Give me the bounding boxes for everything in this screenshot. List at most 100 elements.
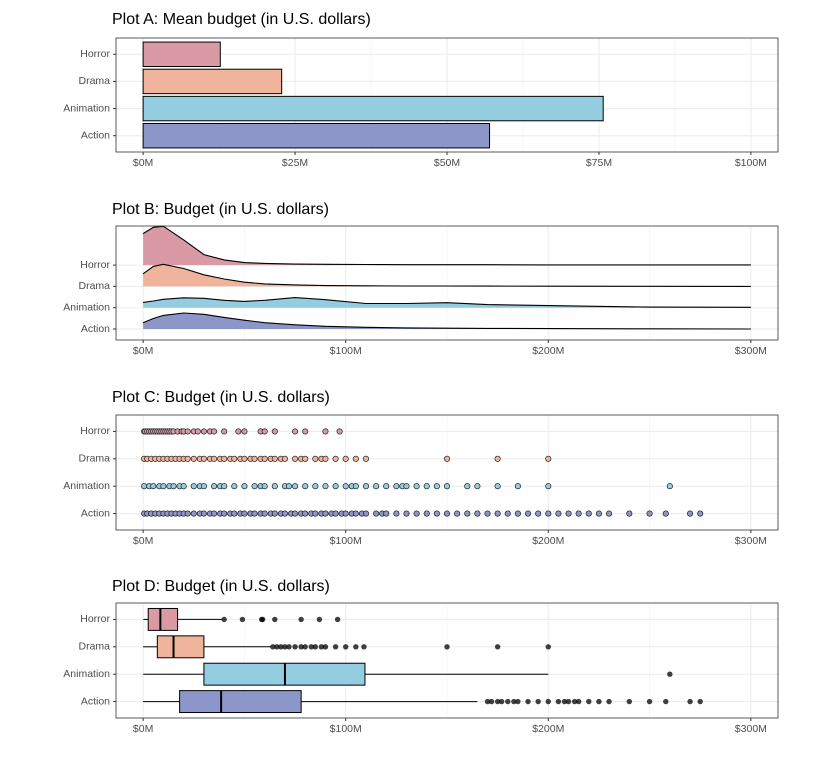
point bbox=[373, 483, 380, 490]
point bbox=[221, 510, 228, 517]
x-tick-label: $100M bbox=[330, 535, 362, 547]
point bbox=[200, 428, 207, 435]
point bbox=[565, 510, 572, 517]
panel-border bbox=[115, 602, 779, 719]
point bbox=[302, 455, 309, 462]
point bbox=[464, 510, 471, 517]
point bbox=[190, 510, 197, 517]
point bbox=[524, 510, 532, 517]
point bbox=[241, 455, 248, 462]
point bbox=[494, 510, 501, 517]
point bbox=[352, 510, 359, 517]
point bbox=[312, 455, 319, 462]
point bbox=[150, 483, 157, 490]
point bbox=[261, 455, 268, 462]
point bbox=[241, 510, 248, 517]
x-tick-label: $200M bbox=[532, 535, 564, 547]
point bbox=[251, 483, 258, 490]
y-tick-label: Action bbox=[81, 507, 110, 519]
outlier bbox=[667, 671, 673, 677]
plot-title: Plot A: Mean budget (in U.S. dollars) bbox=[112, 11, 371, 28]
point bbox=[322, 483, 329, 490]
y-tick-label: Drama bbox=[78, 280, 110, 292]
outlier bbox=[586, 698, 592, 705]
plot-title: Plot D: Budget (in U.S. dollars) bbox=[112, 578, 330, 595]
bar bbox=[142, 123, 491, 149]
bar bbox=[142, 68, 283, 95]
point bbox=[292, 483, 299, 490]
point bbox=[383, 483, 390, 490]
x-tick-label: $300M bbox=[735, 535, 767, 547]
outlier bbox=[498, 698, 505, 705]
point bbox=[362, 510, 370, 517]
point bbox=[383, 510, 390, 517]
outlier bbox=[511, 698, 517, 705]
point bbox=[221, 428, 228, 435]
y-tick-label: Action bbox=[81, 323, 110, 335]
outlier bbox=[361, 644, 367, 650]
x-tick-label: $200M bbox=[532, 345, 564, 357]
y-tick-label: Drama bbox=[78, 453, 110, 465]
point bbox=[352, 455, 359, 462]
point bbox=[332, 483, 339, 490]
x-tick-label: $100M bbox=[735, 157, 767, 169]
x-tick-label: $200M bbox=[532, 723, 564, 735]
y-tick-label: Action bbox=[81, 695, 110, 707]
outlier bbox=[278, 644, 284, 650]
point bbox=[322, 428, 329, 435]
outlier bbox=[488, 698, 495, 705]
point bbox=[221, 455, 228, 462]
outlier bbox=[444, 644, 450, 650]
point bbox=[292, 510, 299, 517]
y-tick-label: Animation bbox=[63, 668, 110, 680]
point bbox=[251, 455, 258, 462]
point bbox=[687, 510, 694, 517]
point bbox=[494, 455, 501, 462]
outlier bbox=[302, 644, 308, 650]
y-tick-label: Drama bbox=[78, 641, 110, 653]
point bbox=[545, 510, 552, 517]
point bbox=[261, 428, 268, 435]
point bbox=[484, 510, 491, 517]
point bbox=[666, 483, 673, 490]
point bbox=[474, 510, 481, 517]
x-tick-label: $100M bbox=[330, 345, 362, 357]
point bbox=[373, 510, 380, 517]
point bbox=[210, 455, 218, 462]
point bbox=[362, 455, 370, 462]
y-tick-label: Drama bbox=[78, 75, 110, 87]
point bbox=[322, 455, 329, 462]
x-tick-label: $0M bbox=[133, 535, 153, 547]
outlier bbox=[221, 616, 227, 623]
density-line bbox=[142, 225, 751, 266]
y-tick-label: Animation bbox=[63, 480, 110, 492]
point bbox=[474, 483, 481, 490]
point bbox=[555, 510, 562, 517]
outlier bbox=[239, 616, 246, 623]
point bbox=[200, 510, 207, 517]
y-tick-label: Animation bbox=[63, 102, 110, 114]
outlier bbox=[259, 616, 266, 623]
outlier bbox=[334, 616, 341, 623]
outlier bbox=[270, 644, 276, 650]
point bbox=[292, 455, 299, 462]
point bbox=[292, 428, 299, 435]
point bbox=[342, 510, 349, 517]
point bbox=[393, 510, 400, 517]
outlier bbox=[663, 698, 669, 705]
outlier bbox=[316, 616, 323, 623]
outlier bbox=[286, 644, 292, 650]
panel-border bbox=[115, 225, 779, 341]
outlier bbox=[282, 644, 288, 650]
point bbox=[141, 483, 148, 490]
point bbox=[454, 510, 461, 517]
point bbox=[190, 455, 197, 462]
outlier bbox=[274, 644, 280, 650]
outlier bbox=[308, 644, 314, 650]
x-tick-label: $300M bbox=[735, 723, 767, 735]
outlier bbox=[555, 698, 562, 705]
point bbox=[302, 510, 309, 517]
outlier bbox=[292, 644, 298, 650]
outlier bbox=[565, 698, 572, 705]
